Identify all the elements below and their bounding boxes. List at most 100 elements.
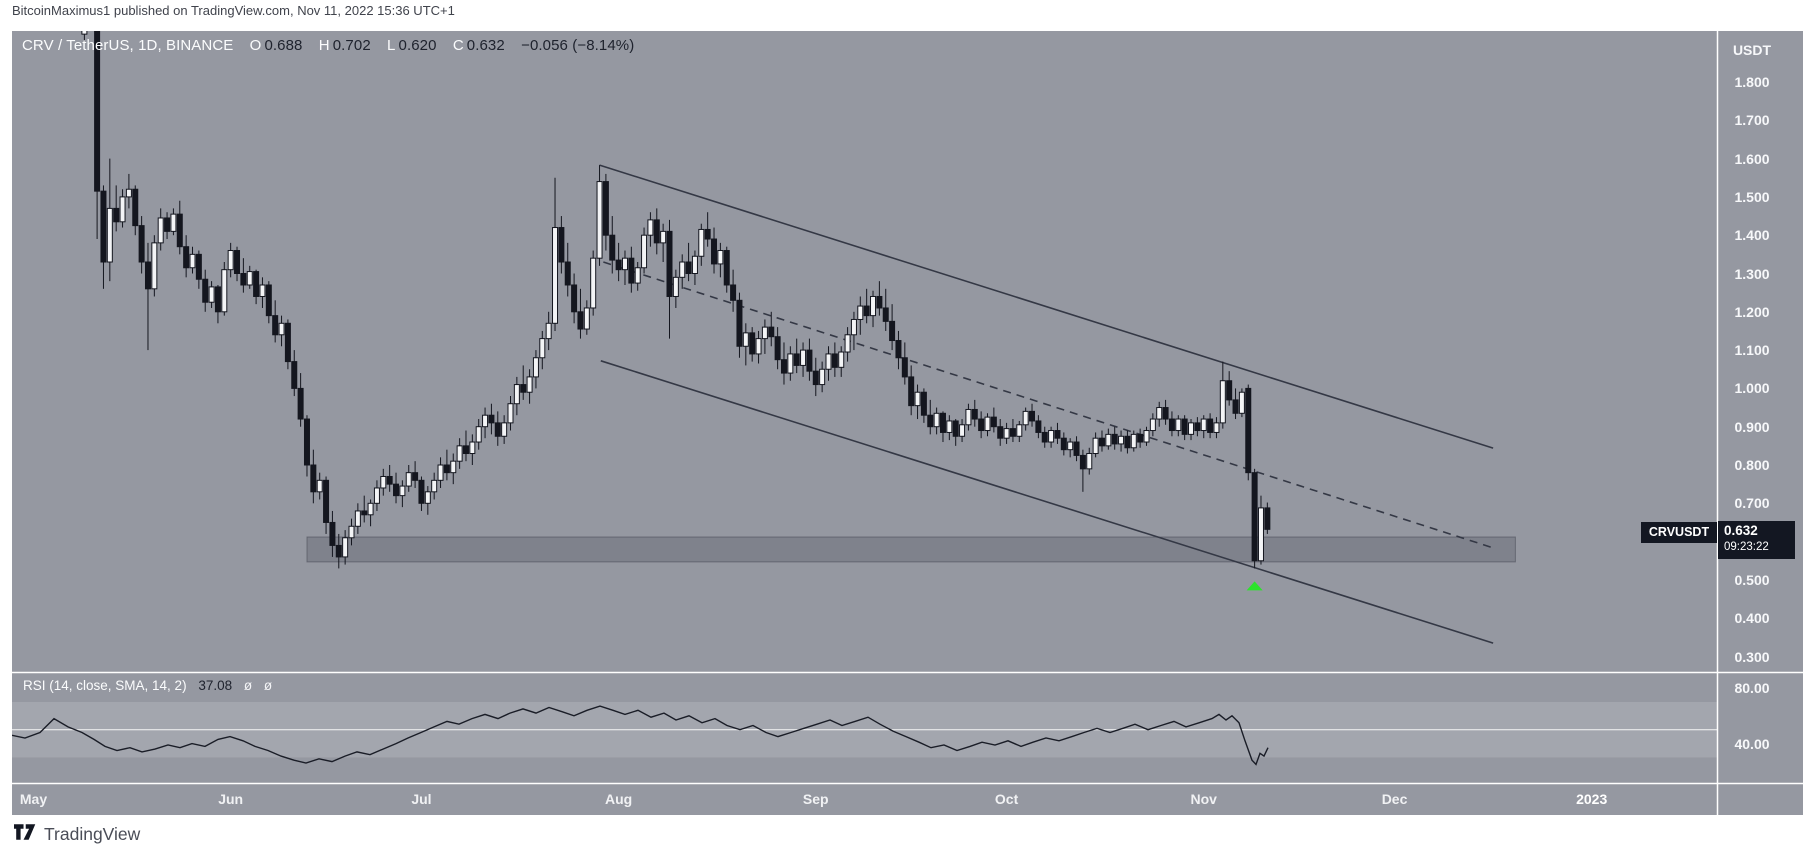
price-tick: 1.600 [1734, 150, 1770, 167]
candle-down [462, 445, 469, 455]
candle-up [246, 271, 253, 286]
candle-up [742, 332, 749, 347]
candle-down [132, 188, 139, 227]
candle-down [284, 322, 291, 363]
candle-up [469, 441, 476, 455]
candle-down [265, 284, 272, 317]
candle-down [831, 353, 838, 368]
price-axis[interactable] [1717, 31, 1803, 815]
candle-down [571, 284, 578, 313]
candle-down [1137, 433, 1144, 443]
candle-up [106, 207, 113, 263]
candle-up [501, 422, 508, 437]
candle-down [1124, 435, 1131, 449]
candle-up [850, 318, 857, 336]
candle-up [1118, 435, 1125, 445]
candle-up [539, 338, 546, 359]
candle-down [952, 420, 959, 437]
main-chart-pane[interactable] [12, 31, 1717, 672]
candle-down [723, 250, 730, 286]
candle-up [526, 376, 533, 393]
candle-down [736, 299, 743, 347]
candle-up [634, 267, 641, 284]
candle-up [844, 334, 851, 353]
candle-down [653, 219, 660, 244]
low-value: 0.620 [398, 37, 437, 54]
time-axis[interactable] [12, 784, 1803, 815]
month-label: May [19, 791, 48, 807]
tradingview-logo-icon [14, 824, 36, 845]
price-tick: 0.500 [1734, 571, 1770, 588]
candle-down [234, 250, 241, 275]
price-tick: 0.300 [1734, 648, 1770, 665]
candle-up [405, 472, 412, 487]
candle-up [698, 228, 705, 257]
candle-down [164, 217, 171, 232]
candle-down [1226, 380, 1233, 401]
candle-up [1156, 407, 1163, 420]
candle-down [1181, 418, 1188, 435]
candle-down [1041, 431, 1048, 443]
month-label: Jun [218, 791, 244, 807]
candle-up [761, 326, 768, 340]
candle-up [482, 414, 489, 428]
candle-down [323, 479, 330, 523]
candle-down [1194, 422, 1201, 432]
candle-up [1149, 418, 1156, 432]
candle-down [214, 286, 221, 313]
high-label: H [318, 37, 330, 54]
candle-down [303, 418, 310, 466]
candle-up [717, 250, 724, 265]
candle-up [870, 295, 877, 317]
candle-down [1168, 418, 1175, 432]
candle-up [1188, 422, 1195, 435]
candle-down [768, 326, 775, 338]
candle-down [144, 261, 151, 290]
candle-up [513, 384, 520, 405]
month-label: Jul [411, 791, 432, 807]
candle-up [208, 286, 215, 303]
symbol-tag-label: CRVUSDT [1641, 522, 1717, 543]
candle-down [990, 416, 997, 428]
current-price-label: 0.632 09:23:22 [1718, 521, 1795, 559]
candle-down [889, 320, 896, 342]
candle-up [819, 368, 826, 386]
price-tick: 0.700 [1734, 495, 1770, 512]
candle-down [666, 230, 673, 297]
candle-down [920, 391, 927, 416]
candle-down [812, 370, 819, 386]
candle-up [170, 213, 177, 232]
candle-up [125, 188, 132, 198]
candle-down [272, 315, 279, 336]
month-label: Aug [605, 791, 633, 807]
price-tick: 1.200 [1734, 303, 1770, 320]
candle-down [1232, 399, 1239, 414]
rsi-pane[interactable] [12, 673, 1717, 783]
tradingview-logo[interactable]: TradingView [14, 824, 140, 845]
candle-down [113, 207, 120, 223]
candle-down [908, 376, 915, 407]
candle-down [749, 332, 756, 355]
candle-down [520, 384, 527, 393]
candle-up [278, 322, 285, 336]
byline: BitcoinMaximus1 published on TradingView… [12, 3, 455, 18]
candle-up [984, 416, 991, 432]
bar-countdown: 09:23:22 [1724, 540, 1769, 553]
candle-down [1060, 437, 1067, 451]
candle-up [672, 276, 679, 297]
support-zone [306, 536, 1516, 563]
candle-down [1098, 437, 1105, 447]
candle-up [679, 261, 686, 278]
candle-up [1022, 410, 1029, 426]
month-label: Dec [1381, 791, 1408, 807]
price-tick: 0.400 [1734, 610, 1770, 627]
candle-down [297, 387, 304, 420]
month-label: Nov [1190, 791, 1217, 807]
candle-down [615, 259, 622, 271]
chart-header: CRV / TetherUS, 1D, BINANCE O 0.688 H 0.70… [22, 37, 637, 54]
month-label: Oct [994, 791, 1019, 807]
candle-down [1079, 454, 1086, 470]
candle-up [660, 230, 667, 244]
candle-up [590, 257, 597, 309]
